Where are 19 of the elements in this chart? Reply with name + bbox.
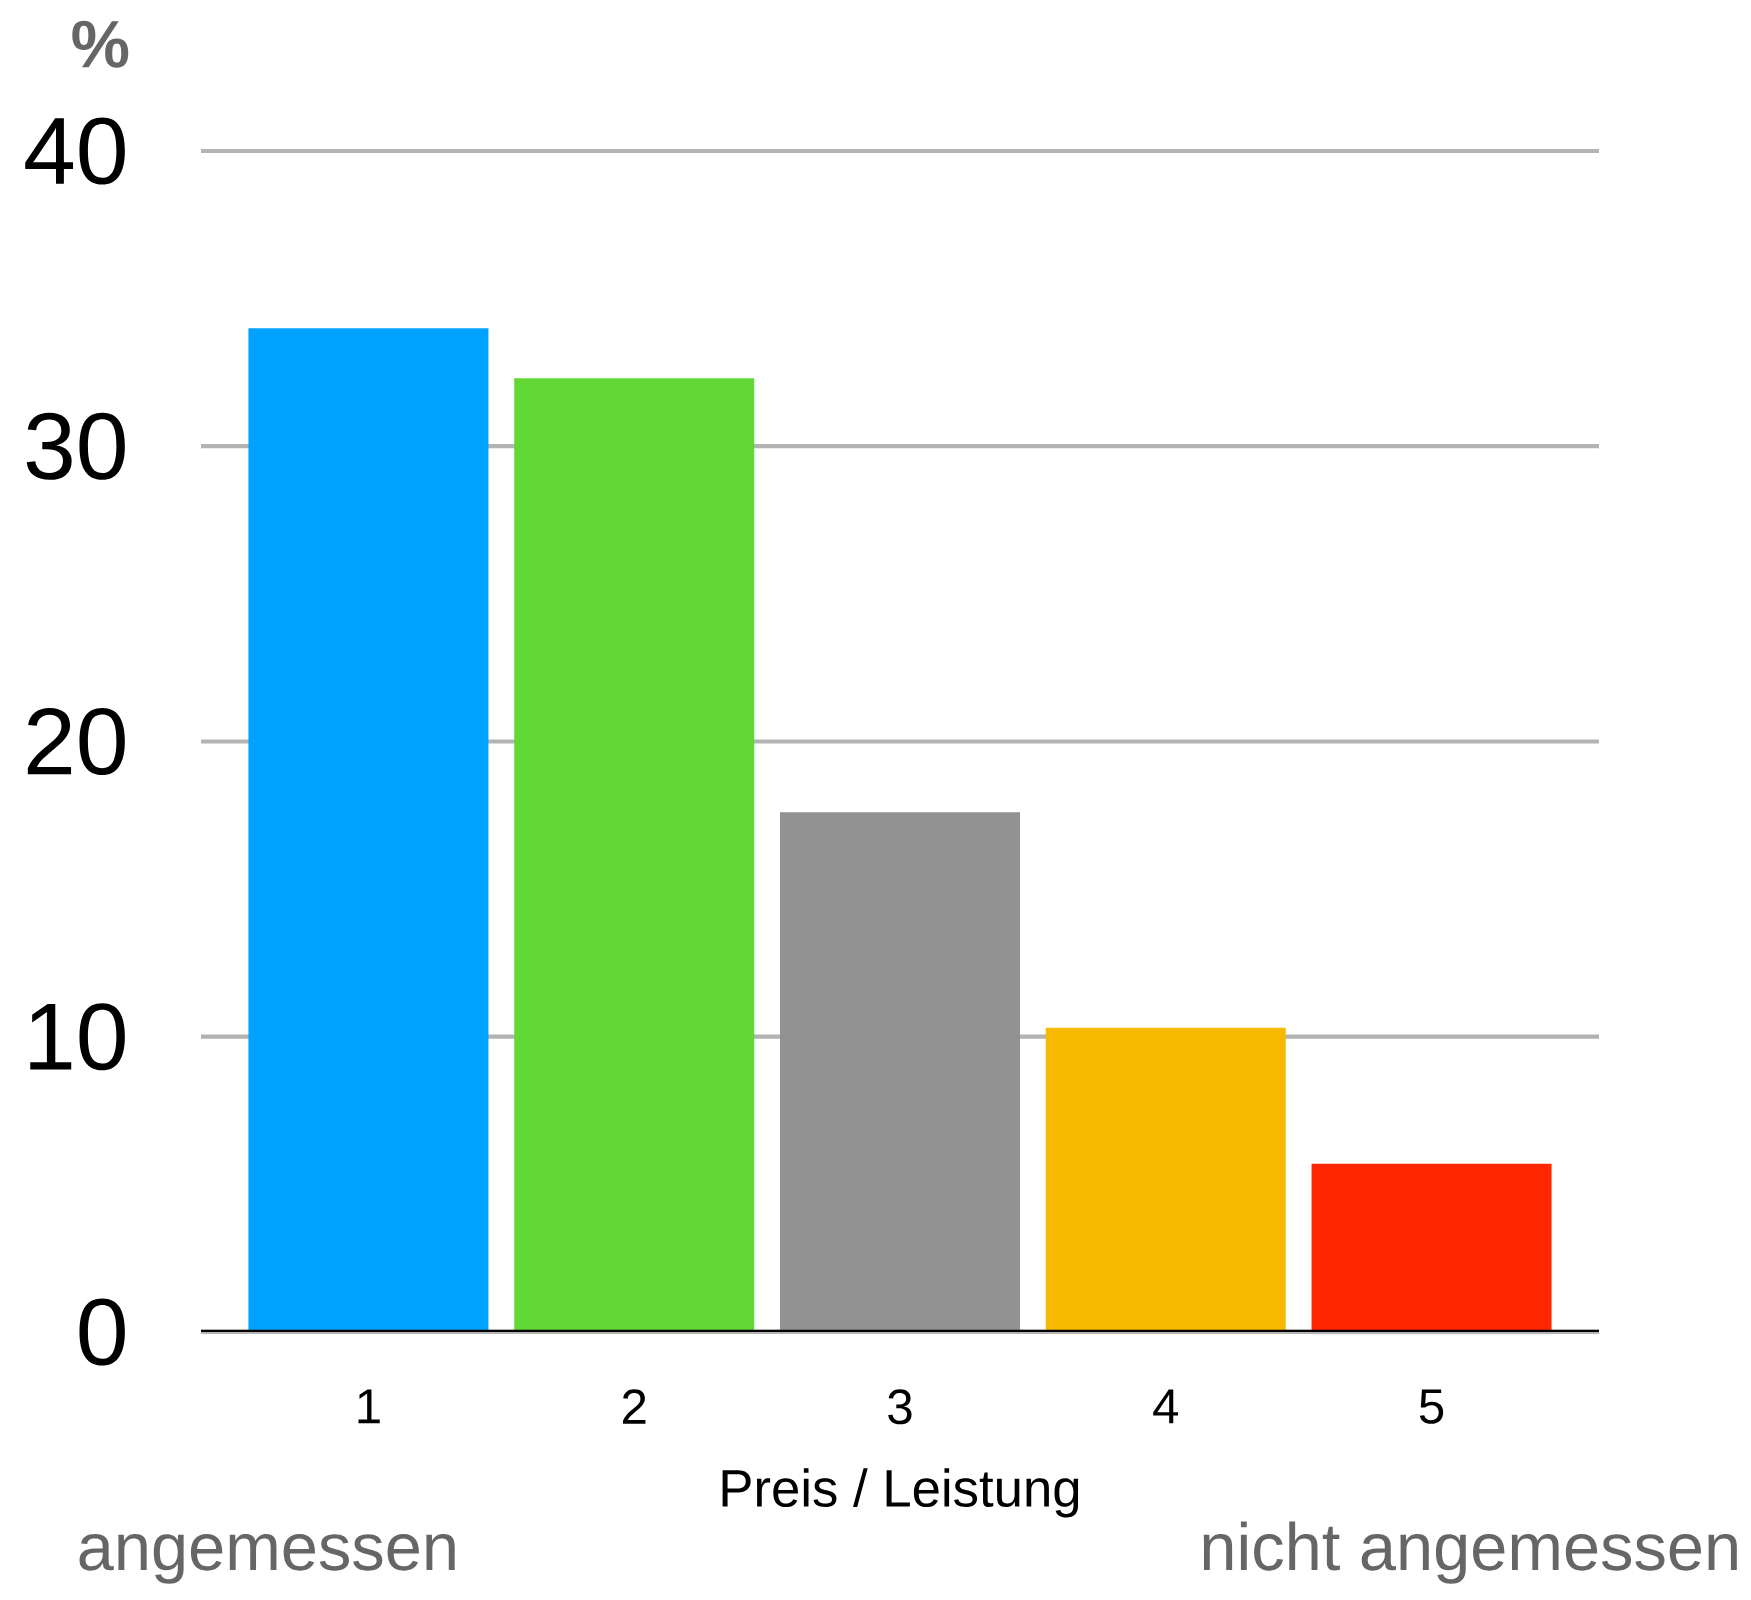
x-axis-title: Preis / Leistung (722, 1468, 1079, 1518)
text: angemessen (79, 1534, 455, 1584)
y-tick-label: 0 (79, 1298, 125, 1366)
y-tick-label: 20 (27, 707, 125, 776)
bar (514, 378, 755, 1332)
bar (1311, 1163, 1552, 1332)
y-tick-label: 30 (26, 412, 125, 480)
y-tick-label: 10 (30, 1003, 125, 1071)
x-tick-label: 4 (1153, 1389, 1178, 1424)
x-tick-label: 3 (888, 1389, 912, 1425)
y-tick-label: 40 (25, 117, 125, 185)
x-tick-label: 5 (1419, 1389, 1444, 1424)
y-axis-title: % (72, 20, 129, 68)
x-tick-label: 1 (358, 1389, 380, 1424)
text: nicht angemessen (1203, 1521, 1737, 1584)
bar (248, 328, 489, 1332)
bar (779, 812, 1020, 1332)
x-tick-label: 2 (623, 1389, 646, 1424)
bar (1045, 1027, 1286, 1332)
